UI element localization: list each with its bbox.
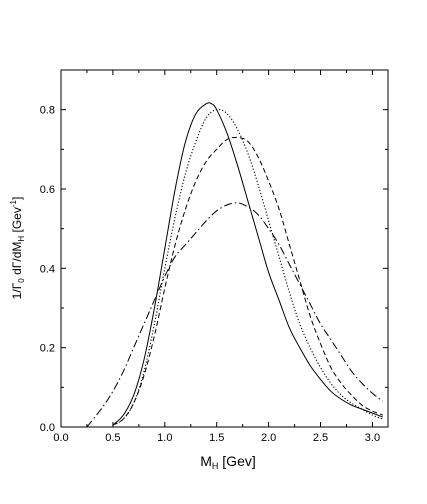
plot-frame <box>60 69 389 428</box>
x-tick-label: 0.5 <box>105 432 120 444</box>
y-tick-label: 0.4 <box>40 263 55 275</box>
y-axis-label-sub: 0 <box>17 278 26 283</box>
x-tick-label: 1.0 <box>157 432 172 444</box>
x-axis-label: MH [Gev] <box>200 453 256 471</box>
x-tick-label: 3.0 <box>365 432 380 444</box>
x-tick-label: 2.0 <box>261 432 276 444</box>
x-tick-label: 2.5 <box>313 432 328 444</box>
y-tick-label: 0.8 <box>40 105 55 117</box>
y-tick-label: 0.6 <box>40 184 55 196</box>
axis-ticks: 0.0 0.5 1.0 1.5 2.0 2.5 3.0 0.0 0.2 0.4 0.6 0.8 <box>40 69 388 444</box>
x-axis-label-unit: [Gev] <box>218 453 255 469</box>
y-axis-label-unit: [Gev <box>10 207 24 236</box>
series-group <box>86 102 384 428</box>
y-tick-label: 0.0 <box>40 422 55 434</box>
y-axis-label-sub2: H <box>17 236 26 242</box>
series-line-dashed <box>112 136 383 426</box>
x-axis-label-sub: H <box>212 461 219 471</box>
y-axis-label: 1/Γ0 dΓ/dMH [Gev-1] <box>9 197 26 300</box>
x-tick-label: 0.0 <box>53 432 68 444</box>
series-line-solid <box>112 102 383 426</box>
y-axis-label-mid: dΓ/dM <box>10 242 24 279</box>
series-line-dotted <box>112 108 384 426</box>
y-axis-label-end: ] <box>10 197 24 200</box>
x-tick-label: 1.5 <box>209 432 224 444</box>
y-axis-label-sup: -1 <box>9 199 18 207</box>
y-axis-label-pre: 1/Γ <box>10 282 24 299</box>
series-line-dashdot <box>86 202 384 428</box>
y-tick-label: 0.2 <box>40 343 55 355</box>
x-axis-label-main: M <box>200 453 212 469</box>
